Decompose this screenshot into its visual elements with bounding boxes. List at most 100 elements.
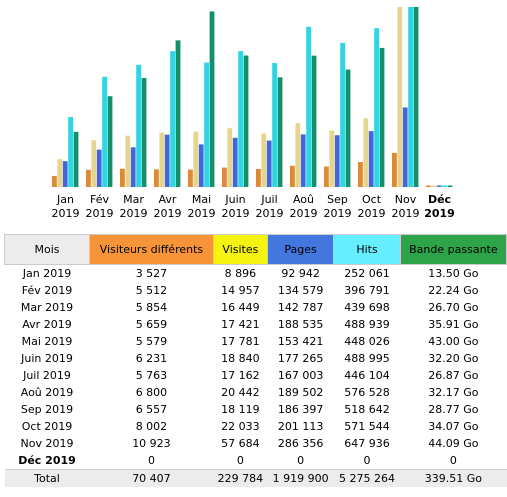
bar [107, 96, 113, 187]
header-cell: Visiteurs différents [89, 234, 214, 265]
month-cell: Avr 2019 [22, 318, 72, 331]
cell: 0 [297, 454, 305, 467]
bar [227, 128, 233, 187]
cell: 5 854 [135, 301, 168, 314]
cell: 0 [236, 454, 244, 467]
cell: 44.09 Go [428, 437, 479, 450]
cell: 439 698 [344, 301, 390, 314]
cell: 286 356 [277, 437, 324, 450]
header-cell: Mois [4, 234, 90, 265]
cell: 28.77 Go [428, 403, 479, 416]
cell: 22 033 [221, 420, 260, 433]
bar [91, 140, 97, 187]
month-cell: Fév 2019 [21, 284, 73, 297]
row: Mai 2019 5 579 17 781 153 421 448 026 43.00 G… [5, 333, 507, 350]
bar [397, 7, 403, 187]
bar [447, 185, 453, 187]
cell: 5 512 [135, 284, 168, 297]
cell: 6 231 [135, 352, 168, 365]
row: Mar 2019 5 854 16 449 142 787 439 698 26.70 G… [5, 299, 507, 316]
total-row: Total 70 407 229 784 1 919 900 5 275 264 339.… [4, 469, 507, 487]
row: Juil 2019 5 763 17 162 167 003 446 104 26.87 … [5, 367, 507, 384]
row: Juin 2019 6 231 18 840 177 265 488 995 32.20 … [5, 350, 507, 367]
cell: 32.17 Go [428, 386, 479, 399]
cell: 26.70 Go [428, 301, 479, 314]
cell: 8 896 [224, 267, 257, 280]
bar [266, 140, 272, 187]
header-cell: Visites [212, 234, 268, 265]
bar [232, 137, 238, 187]
x-tick-label: Sep 2019 [324, 193, 352, 220]
bar [261, 133, 267, 187]
cell: 201 113 [277, 420, 324, 433]
bar [392, 152, 397, 187]
cell: 43.00 Go [428, 335, 479, 348]
month-cell: Juin 2019 [21, 352, 73, 365]
bar [408, 7, 413, 187]
bar [256, 169, 261, 187]
bar [436, 185, 442, 187]
month-cell: Mar 2019 [20, 301, 74, 314]
x-tick-label: Déc 2019 [424, 193, 455, 220]
header-cell: Pages [266, 234, 335, 265]
cell: 0 [147, 454, 155, 467]
header-cell: Hits [333, 234, 401, 265]
bar [311, 55, 317, 188]
month-cell: Oct 2019 [21, 420, 73, 433]
bar [413, 7, 419, 187]
x-tick-label: Fév 2019 [86, 193, 114, 220]
bar [120, 168, 125, 187]
cell: 35.91 Go [428, 318, 479, 331]
cell: 0 [449, 454, 457, 467]
total-cell: 1 919 900 [267, 469, 334, 487]
bar [290, 165, 295, 187]
bar [86, 169, 91, 187]
bar [204, 62, 209, 187]
x-tick-label: Juil 2019 [256, 193, 284, 220]
bar [136, 64, 141, 187]
cell: 189 502 [277, 386, 324, 399]
bar [141, 77, 147, 187]
row: Déc 2019 0 0 0 0 0 [5, 452, 507, 470]
bar [188, 169, 193, 187]
bar [368, 131, 374, 187]
bar [96, 149, 102, 187]
bar [334, 135, 340, 187]
cell: 647 936 [344, 437, 390, 450]
bar [130, 147, 136, 187]
cell: 16 449 [221, 301, 260, 314]
cell: 396 791 [344, 284, 390, 297]
bar [170, 51, 175, 187]
cell: 22.24 Go [428, 284, 479, 297]
bar [442, 185, 447, 187]
cell: 134 579 [277, 284, 324, 297]
cell: 167 003 [277, 369, 324, 382]
cell: 448 026 [344, 335, 390, 348]
cell: 17 421 [221, 318, 260, 331]
x-tick-label: Mar 2019 [120, 193, 148, 220]
row: Oct 2019 8 002 22 033 201 113 571 544 34.07 G… [5, 418, 507, 435]
cell: 142 787 [277, 301, 324, 314]
bar [154, 169, 159, 187]
cell: 13.50 Go [428, 267, 479, 280]
cell: 571 544 [344, 420, 390, 433]
cell: 57 684 [221, 437, 260, 450]
cell: 14 957 [221, 284, 260, 297]
header-cell: Bande passante [399, 234, 507, 265]
bar [272, 63, 277, 188]
bar [300, 134, 306, 187]
bar [198, 144, 204, 187]
total-cell: 70 407 [89, 469, 214, 487]
month-cell: Jan 2019 [22, 267, 72, 280]
cell: 576 528 [344, 386, 390, 399]
month-cell: Mai 2019 [21, 335, 73, 348]
cell: 177 265 [277, 352, 324, 365]
row: Aoû 2019 6 800 20 442 189 502 576 528 32.17 G… [5, 384, 507, 401]
cell: 446 104 [344, 369, 390, 382]
cell: 6 800 [135, 386, 168, 399]
cell: 488 939 [344, 318, 390, 331]
cell: 8 002 [135, 420, 168, 433]
bar [102, 76, 107, 187]
cell: 17 781 [221, 335, 260, 348]
